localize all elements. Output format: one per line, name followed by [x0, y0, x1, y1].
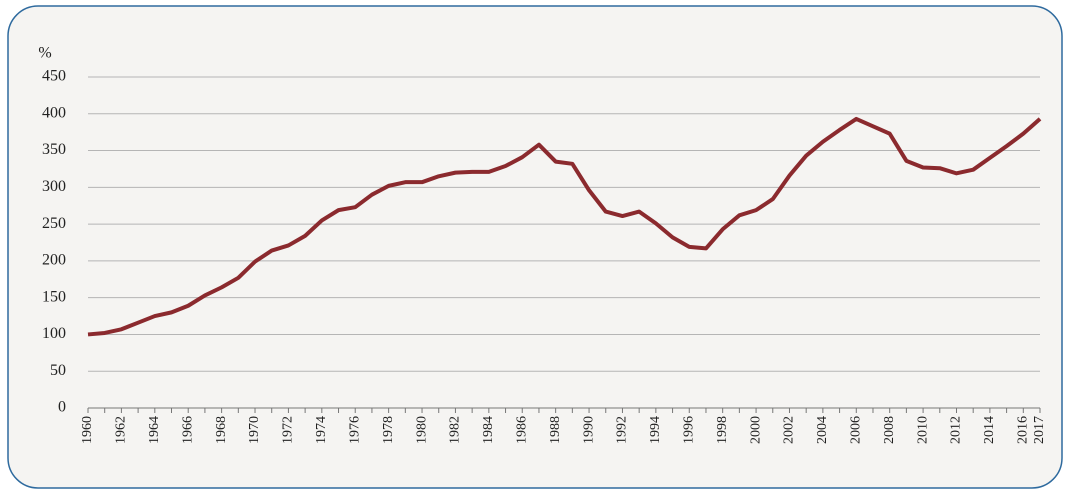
- x-tick-label: 2000: [748, 416, 763, 444]
- y-tick-label: 50: [50, 362, 66, 379]
- x-tick-label: 2014: [982, 416, 997, 444]
- y-tick-label: 300: [42, 178, 66, 195]
- x-tick-label: 1970: [247, 416, 262, 444]
- x-tick-label: 1976: [347, 416, 362, 444]
- x-tick-label: 1994: [648, 416, 663, 444]
- x-tick-label: 2017: [1032, 416, 1047, 444]
- x-tick-label: 1960: [80, 416, 95, 444]
- x-tick-label: 1968: [214, 416, 229, 444]
- x-tick-label: 1998: [715, 416, 730, 444]
- x-tick-label: 2010: [915, 416, 930, 444]
- x-tick-label: 1984: [481, 416, 496, 444]
- y-axis-label: %: [38, 45, 51, 62]
- y-tick-label: 450: [42, 68, 66, 85]
- y-tick-label: 200: [42, 252, 66, 269]
- x-tick-label: 1982: [448, 416, 463, 444]
- x-tick-label: 1964: [147, 416, 162, 444]
- x-tick-label: 2004: [815, 416, 830, 444]
- y-tick-label: 100: [42, 325, 66, 342]
- x-tick-label: 2012: [949, 416, 964, 444]
- y-tick-label: 150: [42, 288, 66, 305]
- x-tick-label: 1972: [281, 416, 296, 444]
- x-tick-label: 1978: [381, 416, 396, 444]
- x-tick-label: 2008: [882, 416, 897, 444]
- chart-frame: [7, 5, 1063, 489]
- y-tick-label: 0: [58, 399, 66, 416]
- x-tick-label: 1962: [114, 416, 129, 444]
- x-tick-label: 2016: [1016, 416, 1031, 444]
- y-tick-label: 400: [42, 104, 66, 121]
- x-tick-label: 1988: [548, 416, 563, 444]
- x-tick-label: 2006: [848, 416, 863, 444]
- x-tick-label: 1992: [615, 416, 630, 444]
- x-tick-label: 1996: [681, 416, 696, 444]
- x-tick-label: 1980: [414, 416, 429, 444]
- x-tick-label: 1966: [180, 416, 195, 444]
- x-tick-label: 1974: [314, 416, 329, 444]
- x-tick-label: 1990: [581, 416, 596, 444]
- x-tick-label: 1986: [514, 416, 529, 444]
- y-tick-label: 350: [42, 141, 66, 158]
- x-tick-label: 2002: [782, 416, 797, 444]
- y-tick-label: 250: [42, 215, 66, 232]
- data-line: [87, 116, 1042, 337]
